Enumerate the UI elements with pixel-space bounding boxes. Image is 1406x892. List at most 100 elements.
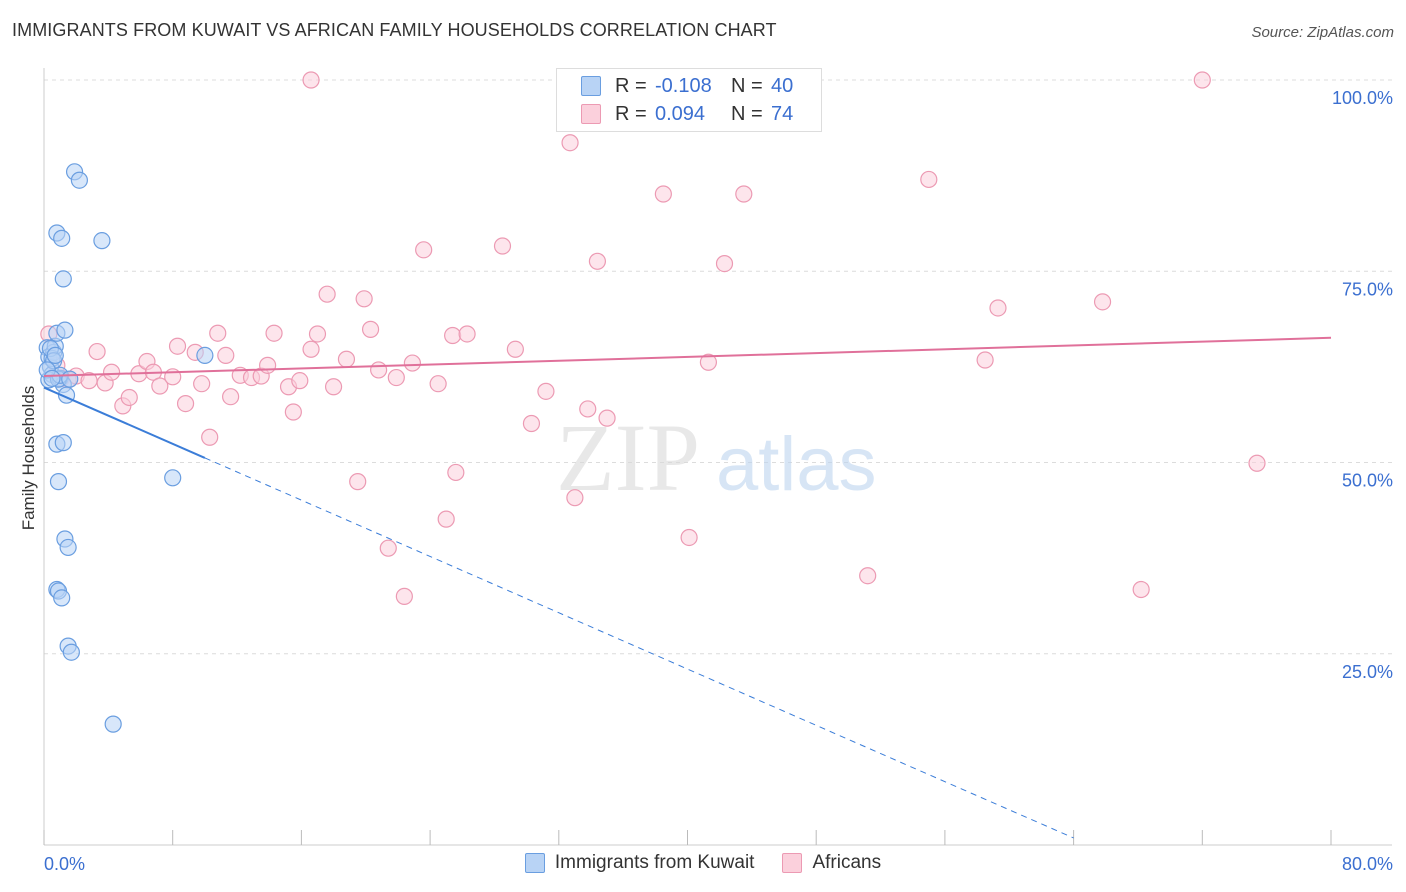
point-africans xyxy=(444,326,462,345)
point-africans xyxy=(437,510,455,528)
point-kuwait xyxy=(43,369,61,387)
legend-n-value-africans: 74 xyxy=(771,102,794,125)
point-africans xyxy=(1248,454,1266,472)
series-legend-kuwait[interactable]: Immigrants from Kuwait xyxy=(524,852,755,874)
point-africans xyxy=(291,372,309,390)
point-africans xyxy=(102,363,121,381)
source-label: Source: ZipAtlas.com xyxy=(1251,24,1394,41)
point-kuwait xyxy=(53,229,71,247)
point-africans xyxy=(654,185,672,203)
point-africans xyxy=(168,337,187,355)
point-africans xyxy=(259,356,277,374)
point-africans xyxy=(217,346,235,364)
point-africans xyxy=(302,340,320,358)
series-swatch-kuwait xyxy=(524,853,545,873)
point-africans xyxy=(120,388,138,407)
point-africans xyxy=(735,185,753,203)
y-tick-label: 50.0% xyxy=(1342,471,1393,491)
watermark-atlas: atlas xyxy=(716,422,877,507)
point-africans xyxy=(506,340,524,358)
point-kuwait xyxy=(49,473,68,491)
point-africans xyxy=(699,353,718,371)
axes-layer xyxy=(43,68,1392,846)
point-africans xyxy=(209,324,227,342)
point-africans xyxy=(193,375,211,393)
x-tick-label-left: 0.0% xyxy=(44,854,85,874)
trendline-africans xyxy=(43,336,1332,378)
point-kuwait xyxy=(59,538,77,557)
point-kuwait xyxy=(164,469,182,487)
points-layer xyxy=(38,71,1266,733)
legend-r-label: R = xyxy=(615,74,647,97)
trendline-kuwait-extension xyxy=(204,457,1074,839)
y-tick-label: 100.0% xyxy=(1332,88,1393,108)
point-africans xyxy=(337,350,356,368)
point-africans xyxy=(561,134,579,152)
point-africans xyxy=(989,299,1007,317)
point-africans xyxy=(588,252,607,270)
legend-n-value-kuwait: 40 xyxy=(771,74,794,97)
y-axis-title: Family Households xyxy=(19,386,38,531)
point-kuwait xyxy=(93,232,111,250)
legend-swatch-kuwait xyxy=(581,76,601,96)
point-africans xyxy=(976,351,994,369)
trendline-kuwait xyxy=(43,386,206,459)
point-kuwait xyxy=(104,715,122,733)
series-legend: Immigrants from Kuwait Africans xyxy=(0,852,1406,874)
point-africans xyxy=(370,361,388,379)
legend-n-label: N = xyxy=(731,74,763,97)
point-africans xyxy=(1193,71,1211,89)
point-africans xyxy=(284,403,302,421)
point-africans xyxy=(403,354,422,372)
point-kuwait xyxy=(54,270,72,288)
point-africans xyxy=(1132,580,1150,599)
chart-title: IMMIGRANTS FROM KUWAIT VS AFRICAN FAMILY… xyxy=(12,20,777,40)
point-africans xyxy=(151,377,169,395)
point-africans xyxy=(522,414,541,433)
point-kuwait xyxy=(70,171,88,189)
point-kuwait xyxy=(46,346,64,364)
point-africans xyxy=(88,342,106,361)
legend-row-kuwait: R = -0.108 N = 40 xyxy=(581,73,793,99)
point-africans xyxy=(379,539,397,557)
point-africans xyxy=(265,324,283,342)
point-africans xyxy=(201,428,219,446)
point-africans xyxy=(680,528,698,547)
point-africans xyxy=(447,463,465,482)
legend-r-value-africans: 0.094 xyxy=(655,102,706,125)
point-kuwait xyxy=(54,434,72,452)
point-africans xyxy=(566,489,584,507)
x-tick-label-right: 80.0% xyxy=(1342,854,1393,874)
legend-row-africans: R = 0.094 N = 74 xyxy=(581,101,793,127)
point-africans xyxy=(579,400,597,418)
point-africans xyxy=(598,409,616,427)
legend-n-label: N = xyxy=(731,102,763,125)
point-africans xyxy=(318,285,336,303)
stats-legend: R = -0.108 N = 40 R = 0.094 N = 74 xyxy=(556,68,822,132)
series-swatch-africans xyxy=(782,853,803,873)
y-tick-label: 75.0% xyxy=(1342,279,1393,299)
series-legend-africans[interactable]: Africans xyxy=(782,852,881,874)
watermark: ZIP atlas xyxy=(556,404,877,511)
point-africans xyxy=(415,241,433,259)
point-africans xyxy=(355,290,373,308)
point-africans xyxy=(458,325,476,343)
trend-layer xyxy=(43,336,1332,839)
grid-layer xyxy=(44,79,1392,655)
point-kuwait xyxy=(61,370,79,388)
point-kuwait xyxy=(56,321,74,339)
point-africans xyxy=(859,567,877,585)
series-label-africans: Africans xyxy=(812,852,882,873)
point-africans xyxy=(493,237,512,255)
point-africans xyxy=(395,587,413,605)
point-africans xyxy=(387,368,405,387)
y-tick-label: 25.0% xyxy=(1342,662,1393,682)
point-africans xyxy=(302,71,320,89)
point-africans xyxy=(1093,293,1112,311)
legend-swatch-africans xyxy=(581,104,601,124)
labels-layer: 100.0% 75.0% 50.0% 25.0% 0.0% 80.0% Family Hou… xyxy=(19,88,1393,874)
point-africans xyxy=(715,255,734,273)
point-kuwait xyxy=(62,643,80,661)
series-label-kuwait: Immigrants from Kuwait xyxy=(554,852,755,873)
point-africans xyxy=(361,320,380,338)
